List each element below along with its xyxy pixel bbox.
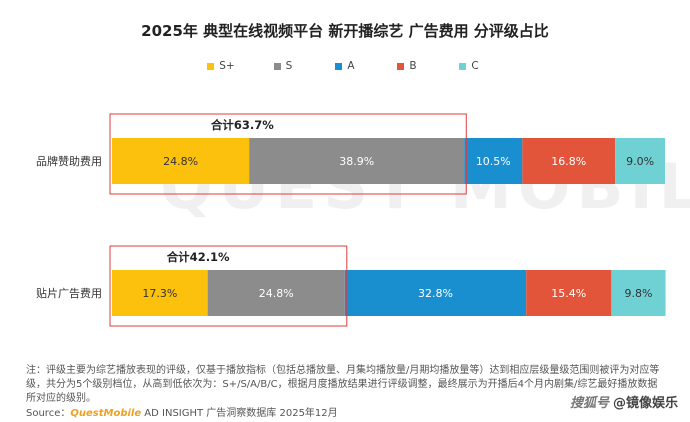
- value-label-1-2: 32.8%: [418, 287, 453, 300]
- chart-legend: S+ S A B C: [0, 60, 690, 72]
- legend-swatch-1: [273, 62, 281, 70]
- total-label-1: 合计42.1%: [167, 250, 230, 264]
- bar-1-4: [611, 270, 666, 316]
- value-label-1-0: 17.3%: [142, 287, 177, 300]
- bar-0-4: [615, 138, 665, 184]
- legend-item-0: S+: [190, 60, 252, 72]
- legend-item-4: C: [438, 60, 500, 72]
- legend-swatch-4: [459, 62, 467, 70]
- source-detail: AD INSIGHT 广告洞察数据库 2025年12月: [141, 408, 338, 419]
- bar-1-2: [344, 270, 527, 316]
- legend-label-3: B: [409, 60, 417, 72]
- legend-item-1: S: [252, 60, 314, 72]
- source-brand: QuestMobile: [70, 408, 142, 419]
- total-box-1: [109, 245, 348, 327]
- category-label-0: 品牌赞助费用: [36, 154, 102, 168]
- value-label-0-2: 10.5%: [476, 155, 511, 168]
- corner-account: @镜像娱乐: [612, 396, 678, 411]
- corner-watermark: 搜狐号 @镜像娱乐: [570, 392, 678, 411]
- chart-title: 2025年 典型在线视频平台 新开播综艺 广告费用 分评级占比: [141, 22, 549, 40]
- bar-0-0: [112, 138, 250, 184]
- legend-label-4: C: [471, 60, 479, 72]
- bar-0-3: [522, 138, 616, 184]
- value-label-1-4: 9.8%: [624, 287, 652, 300]
- total-label-0: 合计63.7%: [211, 118, 274, 132]
- bar-1-0: [112, 270, 208, 316]
- legend-label-1: S: [285, 60, 293, 72]
- value-label-1-3: 15.4%: [551, 287, 586, 300]
- total-box-0: [109, 113, 467, 195]
- legend-label-0: S+: [219, 60, 235, 72]
- legend-swatch-0: [207, 62, 215, 70]
- value-label-0-0: 24.8%: [163, 155, 198, 168]
- value-label-0-4: 9.0%: [626, 155, 654, 168]
- bar-1-3: [526, 270, 612, 316]
- bar-0-2: [464, 138, 523, 184]
- legend-swatch-2: [335, 62, 343, 70]
- bar-0-1: [249, 138, 465, 184]
- legend-swatch-3: [397, 62, 405, 70]
- category-label-1: 贴片广告费用: [36, 286, 102, 300]
- chart-plot: 品牌赞助费用 24.8% 38.9% 10.5% 16.8% 9.0% 合计63.7% 贴片广…: [36, 113, 666, 327]
- value-label-0-1: 38.9%: [339, 155, 374, 168]
- legend-item-2: A: [314, 60, 376, 72]
- corner-tag: 搜狐号: [569, 396, 609, 411]
- chart-note: 注：评级主要为综艺播放表现的评级，仅基于播放指标（包括总播放量、月集均播放量/月…: [26, 365, 660, 404]
- bar-1-1: [207, 270, 345, 316]
- source-prefix: Source：: [26, 408, 71, 419]
- legend-label-2: A: [347, 60, 355, 72]
- value-label-0-3: 16.8%: [551, 155, 586, 168]
- value-label-1-1: 24.8%: [259, 287, 294, 300]
- chart-source: Source：QuestMobile AD INSIGHT 广告洞察数据库 20…: [26, 404, 338, 419]
- legend-item-3: B: [376, 60, 438, 72]
